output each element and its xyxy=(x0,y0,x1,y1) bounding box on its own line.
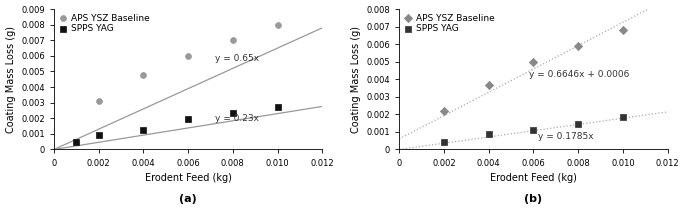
X-axis label: Erodent Feed (kg): Erodent Feed (kg) xyxy=(490,173,577,183)
APS YSZ Baseline xyxy=(272,23,283,26)
APS YSZ Baseline xyxy=(617,28,628,32)
Text: (b): (b) xyxy=(524,194,543,204)
SPPS YAG xyxy=(483,132,494,136)
Text: y = 0.65x: y = 0.65x xyxy=(215,54,259,63)
Text: y = 0.1785x: y = 0.1785x xyxy=(538,132,593,141)
APS YSZ Baseline xyxy=(573,44,584,47)
Text: y = 0.6646x + 0.0006: y = 0.6646x + 0.0006 xyxy=(529,70,630,79)
SPPS YAG xyxy=(138,128,149,131)
APS YSZ Baseline xyxy=(227,39,238,42)
Y-axis label: Coating Mass Loss (g): Coating Mass Loss (g) xyxy=(351,26,361,133)
Legend: APS YSZ Baseline, SPPS YAG: APS YSZ Baseline, SPPS YAG xyxy=(402,12,497,35)
SPPS YAG xyxy=(227,111,238,115)
APS YSZ Baseline xyxy=(183,54,194,58)
SPPS YAG xyxy=(93,134,104,137)
SPPS YAG xyxy=(528,128,539,132)
APS YSZ Baseline xyxy=(528,60,539,64)
Legend: APS YSZ Baseline, SPPS YAG: APS YSZ Baseline, SPPS YAG xyxy=(57,12,151,35)
SPPS YAG xyxy=(438,140,449,144)
APS YSZ Baseline xyxy=(483,84,494,87)
SPPS YAG xyxy=(617,115,628,119)
X-axis label: Erodent Feed (kg): Erodent Feed (kg) xyxy=(145,173,232,183)
SPPS YAG xyxy=(183,117,194,121)
SPPS YAG xyxy=(272,105,283,109)
SPPS YAG xyxy=(71,141,82,144)
Y-axis label: Coating Mass Loss (g): Coating Mass Loss (g) xyxy=(5,26,16,133)
Text: y = 0.23x: y = 0.23x xyxy=(215,114,259,123)
Text: (a): (a) xyxy=(179,194,197,204)
APS YSZ Baseline xyxy=(93,99,104,103)
SPPS YAG xyxy=(573,122,584,125)
APS YSZ Baseline xyxy=(138,73,149,76)
APS YSZ Baseline xyxy=(438,109,449,112)
